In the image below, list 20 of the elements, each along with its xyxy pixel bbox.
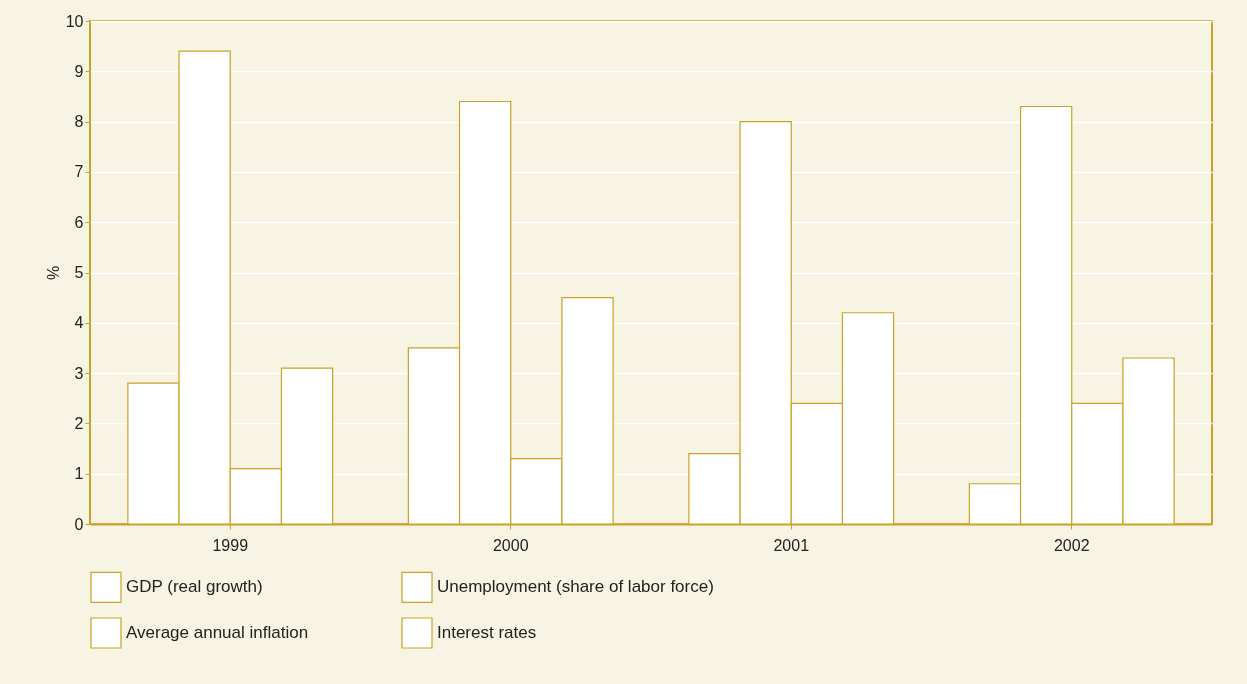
y-axis-title: %	[44, 265, 62, 281]
x-tick-label: 1999	[212, 536, 249, 554]
y-tick-label: 5	[74, 264, 84, 281]
x-tick-label: 2000	[492, 536, 529, 554]
legend-label: Interest rates	[437, 623, 537, 642]
legend-label: GDP (real growth)	[126, 577, 263, 597]
x-tick-label: 2002	[1053, 536, 1090, 554]
y-tick-label: 0	[74, 515, 84, 533]
y-tick-label: 7	[74, 163, 84, 181]
y-tick-label: 6	[74, 213, 84, 231]
legend-label: Average annual inflation	[126, 623, 309, 642]
y-tick-label: 8	[74, 113, 84, 131]
y-tick-label: 9	[74, 62, 84, 80]
y-tick-label: 2	[74, 414, 84, 432]
y-tick-label: 10	[65, 12, 84, 30]
y-tick-label: 3	[74, 364, 84, 382]
y-tick-label: 4	[74, 314, 84, 332]
x-tick-label: 2001	[773, 536, 810, 554]
legend-label: Unemployment (share of labor force)	[437, 577, 714, 597]
y-tick-label: 1	[74, 465, 84, 483]
